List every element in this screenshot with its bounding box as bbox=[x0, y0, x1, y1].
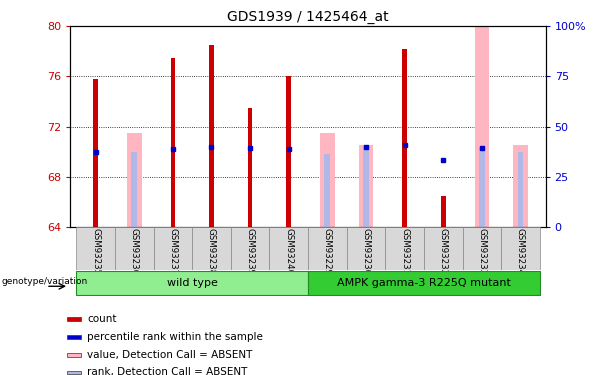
Text: GSM93233: GSM93233 bbox=[478, 228, 486, 275]
Bar bbox=[474, 26, 489, 227]
Bar bbox=[513, 146, 528, 227]
Text: GSM93234: GSM93234 bbox=[516, 228, 525, 275]
Bar bbox=[324, 154, 330, 227]
Bar bbox=[209, 45, 214, 227]
Text: AMPK gamma-3 R225Q mutant: AMPK gamma-3 R225Q mutant bbox=[337, 278, 511, 288]
Bar bbox=[286, 76, 291, 227]
Bar bbox=[127, 133, 142, 227]
Bar bbox=[153, 227, 192, 270]
Bar bbox=[441, 195, 446, 227]
Bar bbox=[76, 227, 115, 270]
Bar bbox=[479, 147, 485, 227]
Bar bbox=[347, 227, 386, 270]
Text: GSM93232: GSM93232 bbox=[439, 228, 447, 275]
Text: GSM93237: GSM93237 bbox=[169, 228, 177, 275]
Bar bbox=[248, 108, 253, 227]
Bar bbox=[359, 146, 373, 227]
Bar bbox=[93, 79, 98, 227]
Bar bbox=[308, 272, 540, 295]
Bar bbox=[67, 353, 81, 357]
Text: rank, Detection Call = ABSENT: rank, Detection Call = ABSENT bbox=[88, 368, 248, 375]
Title: GDS1939 / 1425464_at: GDS1939 / 1425464_at bbox=[227, 10, 389, 24]
Text: value, Detection Call = ABSENT: value, Detection Call = ABSENT bbox=[88, 350, 253, 360]
Text: GSM93231: GSM93231 bbox=[400, 228, 409, 275]
Bar bbox=[463, 227, 501, 270]
Bar bbox=[269, 227, 308, 270]
Bar bbox=[131, 152, 137, 227]
Bar bbox=[402, 49, 407, 227]
Bar bbox=[192, 227, 230, 270]
Bar bbox=[76, 272, 308, 295]
Bar bbox=[501, 227, 540, 270]
Bar bbox=[363, 146, 369, 227]
Bar bbox=[424, 227, 463, 270]
Text: GSM93239: GSM93239 bbox=[246, 228, 254, 275]
Bar bbox=[386, 227, 424, 270]
Text: count: count bbox=[88, 314, 117, 324]
Text: wild type: wild type bbox=[167, 278, 218, 288]
Bar bbox=[170, 58, 175, 227]
Bar bbox=[67, 317, 81, 321]
Text: GSM93235: GSM93235 bbox=[91, 228, 100, 275]
Bar bbox=[517, 152, 524, 227]
Bar bbox=[67, 335, 81, 339]
Text: GSM93236: GSM93236 bbox=[130, 228, 139, 275]
Text: GSM93240: GSM93240 bbox=[284, 228, 293, 275]
Text: GSM93230: GSM93230 bbox=[362, 228, 370, 275]
Bar bbox=[67, 370, 81, 374]
Bar bbox=[230, 227, 269, 270]
Bar bbox=[115, 227, 153, 270]
Bar bbox=[320, 133, 335, 227]
Text: genotype/variation: genotype/variation bbox=[1, 277, 88, 286]
Bar bbox=[308, 227, 347, 270]
Text: GSM93229: GSM93229 bbox=[323, 228, 332, 275]
Text: GSM93238: GSM93238 bbox=[207, 228, 216, 275]
Text: percentile rank within the sample: percentile rank within the sample bbox=[88, 332, 263, 342]
